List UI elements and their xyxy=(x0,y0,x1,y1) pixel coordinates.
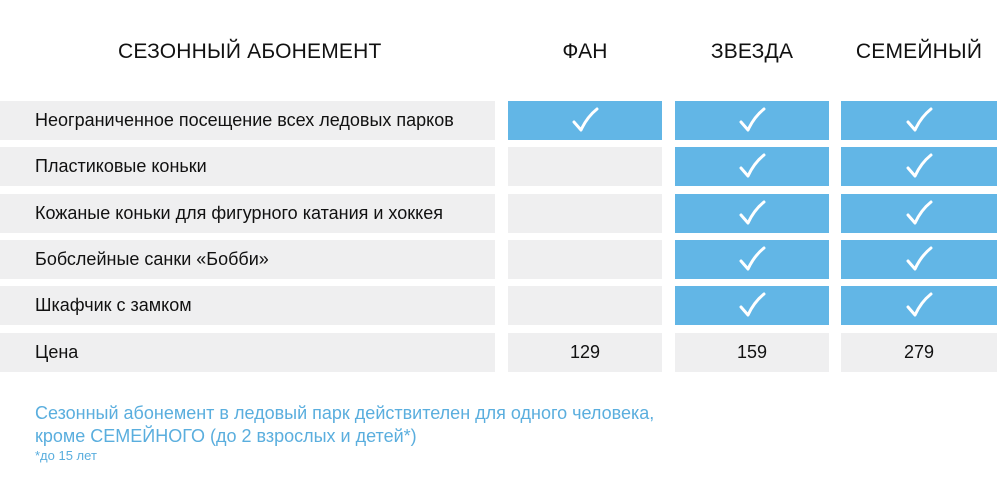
feature-label: Кожаные коньки для фигурного катания и х… xyxy=(0,194,495,233)
feature-cell-fan xyxy=(508,286,662,325)
checkmark-icon xyxy=(572,107,599,131)
feature-cell-family xyxy=(841,194,997,233)
checkmark-icon xyxy=(906,292,933,316)
price-fan: 129 xyxy=(508,333,662,372)
checkmark-icon xyxy=(739,292,766,316)
note-line-2: кроме СЕМЕЙНОГО (до 2 взрослых и детей*) xyxy=(35,426,417,446)
feature-cell-family xyxy=(841,101,997,140)
checkmark-icon xyxy=(739,200,766,224)
feature-cell-fan xyxy=(508,194,662,233)
plan-header-zvezda: ЗВЕЗДА xyxy=(710,40,794,63)
feature-label: Пластиковые коньки xyxy=(0,147,495,186)
feature-cell-fan xyxy=(508,240,662,279)
checkmark-icon xyxy=(739,246,766,270)
checkmark-icon xyxy=(906,107,933,131)
feature-cell-family xyxy=(841,286,997,325)
price-family: 279 xyxy=(841,333,997,372)
price-label: Цена xyxy=(0,333,495,372)
feature-cell-fan xyxy=(508,101,662,140)
checkmark-icon xyxy=(739,153,766,177)
feature-cell-family xyxy=(841,147,997,186)
feature-cell-fan xyxy=(508,147,662,186)
note-footnote: *до 15 лет xyxy=(35,448,97,463)
note-line-1: Сезонный абонемент в ледовый парк действ… xyxy=(35,403,655,423)
feature-cell-zvezda xyxy=(675,101,829,140)
plan-header-family: СЕМЕЙНЫЙ xyxy=(855,40,983,63)
feature-cell-zvezda xyxy=(675,194,829,233)
feature-label: Бобслейные санки «Бобби» xyxy=(0,240,495,279)
price-zvezda: 159 xyxy=(675,333,829,372)
header-title: СЕЗОННЫЙ АБОНЕМЕНТ xyxy=(118,40,382,63)
feature-cell-zvezda xyxy=(675,286,829,325)
feature-cell-zvezda xyxy=(675,240,829,279)
plan-header-fan: ФАН xyxy=(562,40,608,63)
checkmark-icon xyxy=(906,200,933,224)
feature-label: Неограниченное посещение всех ледовых па… xyxy=(0,101,495,140)
feature-label: Шкафчик с замком xyxy=(0,286,495,325)
checkmark-icon xyxy=(906,246,933,270)
feature-cell-family xyxy=(841,240,997,279)
checkmark-icon xyxy=(906,153,933,177)
checkmark-icon xyxy=(739,107,766,131)
feature-cell-zvezda xyxy=(675,147,829,186)
